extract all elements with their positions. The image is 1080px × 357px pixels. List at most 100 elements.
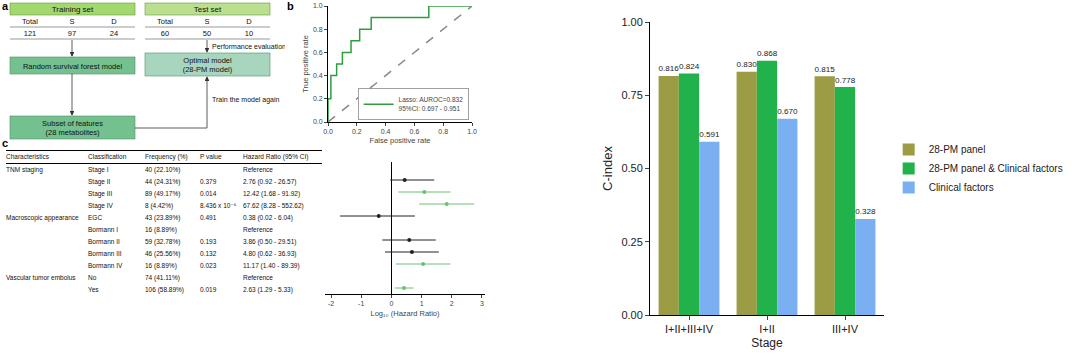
svg-text:0.2: 0.2 — [352, 128, 362, 135]
svg-text:I+II: I+II — [759, 323, 775, 335]
html-text:12.42 (1.68 - 91.92): 12.42 (1.68 - 91.92) — [243, 190, 301, 197]
html-text:16 (8.89%): 16 (8.89%) — [145, 226, 177, 233]
svg-text:Log₁₀ (Hazard Ratio): Log₁₀ (Hazard Ratio) — [370, 309, 440, 318]
html-text:0.491: 0.491 — [200, 214, 217, 221]
html-text:a: a — [2, 0, 9, 12]
html-text:8.436 x 10⁻⁶: 8.436 x 10⁻⁶ — [200, 202, 237, 209]
svg-text:0.328: 0.328 — [855, 207, 876, 216]
svg-text:D: D — [246, 17, 252, 26]
svg-text:0.824: 0.824 — [679, 62, 700, 71]
svg-text:(28 metabolites): (28 metabolites) — [46, 128, 100, 137]
html-text:40 (22.10%): 40 (22.10%) — [145, 166, 181, 173]
svg-text:C-index: C-index — [600, 146, 615, 191]
svg-text:Total: Total — [157, 17, 173, 26]
svg-text:0.25: 0.25 — [621, 236, 642, 248]
html-text:Stage II: Stage II — [88, 178, 111, 185]
svg-text:Train the model again: Train the model again — [212, 96, 280, 104]
svg-text:50: 50 — [203, 29, 211, 38]
svg-text:3: 3 — [480, 300, 484, 307]
svg-text:Clinical factors: Clinical factors — [929, 182, 994, 193]
html-text:0.193: 0.193 — [200, 238, 217, 245]
html-text:59 (32.78%): 59 (32.78%) — [145, 238, 181, 245]
svg-text:0.0: 0.0 — [313, 118, 323, 125]
svg-text:0.2: 0.2 — [313, 95, 323, 102]
svg-text:0.830: 0.830 — [737, 60, 758, 69]
html-text:Reference: Reference — [243, 226, 273, 233]
svg-text:D: D — [111, 17, 117, 26]
svg-text:0.0: 0.0 — [323, 128, 333, 135]
svg-text:121: 121 — [24, 29, 37, 38]
html-text:Stage I: Stage I — [88, 166, 109, 173]
html-text:Bormann I: Bormann I — [88, 226, 118, 233]
svg-text:97: 97 — [68, 29, 76, 38]
svg-text:Subset of features: Subset of features — [42, 119, 103, 128]
svg-text:24: 24 — [110, 29, 118, 38]
html-text:44 (24.31%): 44 (24.31%) — [145, 178, 181, 185]
svg-text:(28-PM model): (28-PM model) — [183, 65, 233, 74]
svg-text:28-PM panel & Clinical factors: 28-PM panel & Clinical factors — [929, 163, 1063, 174]
html-text:89 (49.17%): 89 (49.17%) — [145, 190, 181, 197]
html-text:Frequency (%): Frequency (%) — [145, 153, 188, 160]
svg-text:1.0: 1.0 — [467, 128, 477, 135]
svg-text:10: 10 — [245, 29, 253, 38]
svg-text:True positive rate: True positive rate — [301, 35, 310, 93]
svg-text:1.00: 1.00 — [621, 16, 642, 28]
svg-text:0.8: 0.8 — [438, 128, 448, 135]
svg-text:-2: -2 — [328, 300, 334, 307]
html-text:Hazard Ratio (95% CI): Hazard Ratio (95% CI) — [243, 153, 309, 160]
svg-text:0.670: 0.670 — [777, 107, 798, 116]
svg-text:28-PM panel: 28-PM panel — [929, 144, 986, 155]
svg-text:Total: Total — [22, 17, 38, 26]
html-text:Macroscopic appearance: Macroscopic appearance — [6, 214, 79, 221]
svg-text:0.4: 0.4 — [381, 128, 391, 135]
html-text:Reference: Reference — [243, 166, 273, 173]
svg-text:Stage: Stage — [751, 336, 783, 350]
svg-text:0.591: 0.591 — [699, 130, 720, 139]
svg-text:1: 1 — [420, 300, 424, 307]
svg-text:60: 60 — [161, 29, 169, 38]
html-text:0.014: 0.014 — [200, 190, 217, 197]
svg-text:III+IV: III+IV — [832, 323, 859, 335]
html-text:Characteristics: Characteristics — [6, 153, 49, 160]
html-text:Bormann II: Bormann II — [88, 238, 120, 245]
svg-text:0.816: 0.816 — [659, 64, 680, 73]
html-text:b: b — [287, 0, 294, 12]
svg-text:I+II+III+IV: I+II+III+IV — [665, 323, 714, 335]
html-text:0.379: 0.379 — [200, 178, 217, 185]
html-text:TNM staging: TNM staging — [6, 166, 43, 173]
svg-text:Lasso: AUROC=0.83295%CI: 0.697: Lasso: AUROC=0.83295%CI: 0.697 - 0.951 — [399, 96, 464, 111]
html-text:2.76 (0.92 - 26.57): 2.76 (0.92 - 26.57) — [243, 178, 297, 185]
svg-text:Random survival forest model: Random survival forest model — [23, 62, 123, 71]
svg-text:Performance evaluation: Performance evaluation — [212, 43, 285, 50]
svg-text:0.6: 0.6 — [410, 128, 420, 135]
html-text:67.62 (8.28 - 552.62): 67.62 (8.28 - 552.62) — [243, 202, 304, 209]
svg-text:0.6: 0.6 — [313, 49, 323, 56]
svg-text:0.00: 0.00 — [621, 309, 642, 321]
svg-text:S: S — [69, 17, 74, 26]
html-text:EGC: EGC — [88, 214, 103, 221]
svg-text:0.815: 0.815 — [815, 65, 836, 74]
svg-text:Training set: Training set — [52, 5, 94, 14]
svg-text:0.4: 0.4 — [313, 72, 323, 79]
svg-text:-1: -1 — [358, 300, 364, 307]
svg-text:0.75: 0.75 — [621, 89, 642, 101]
svg-text:2: 2 — [450, 300, 454, 307]
html-text:Stage III: Stage III — [88, 190, 113, 197]
svg-text:0.778: 0.778 — [835, 76, 856, 85]
html-text:8 (4.42%): 8 (4.42%) — [145, 202, 174, 209]
svg-text:0: 0 — [389, 300, 393, 307]
svg-text:1.0: 1.0 — [313, 2, 323, 9]
html-text:Stage IV: Stage IV — [88, 202, 113, 209]
html-text:0.38 (0.02 - 6.04): 0.38 (0.02 - 6.04) — [243, 214, 293, 221]
svg-text:False positive rate: False positive rate — [370, 136, 431, 145]
html-text:c: c — [2, 137, 9, 149]
svg-text:Test set: Test set — [194, 5, 222, 14]
html-text:43 (23.89%): 43 (23.89%) — [145, 214, 181, 221]
svg-text:Optimal model: Optimal model — [183, 56, 232, 65]
svg-text:0.8: 0.8 — [313, 26, 323, 33]
html-text:Classification: Classification — [88, 153, 127, 160]
svg-text:0.50: 0.50 — [621, 162, 642, 174]
svg-text:S: S — [204, 17, 209, 26]
svg-text:0.868: 0.868 — [757, 49, 778, 58]
html-text:P value: P value — [200, 153, 222, 160]
